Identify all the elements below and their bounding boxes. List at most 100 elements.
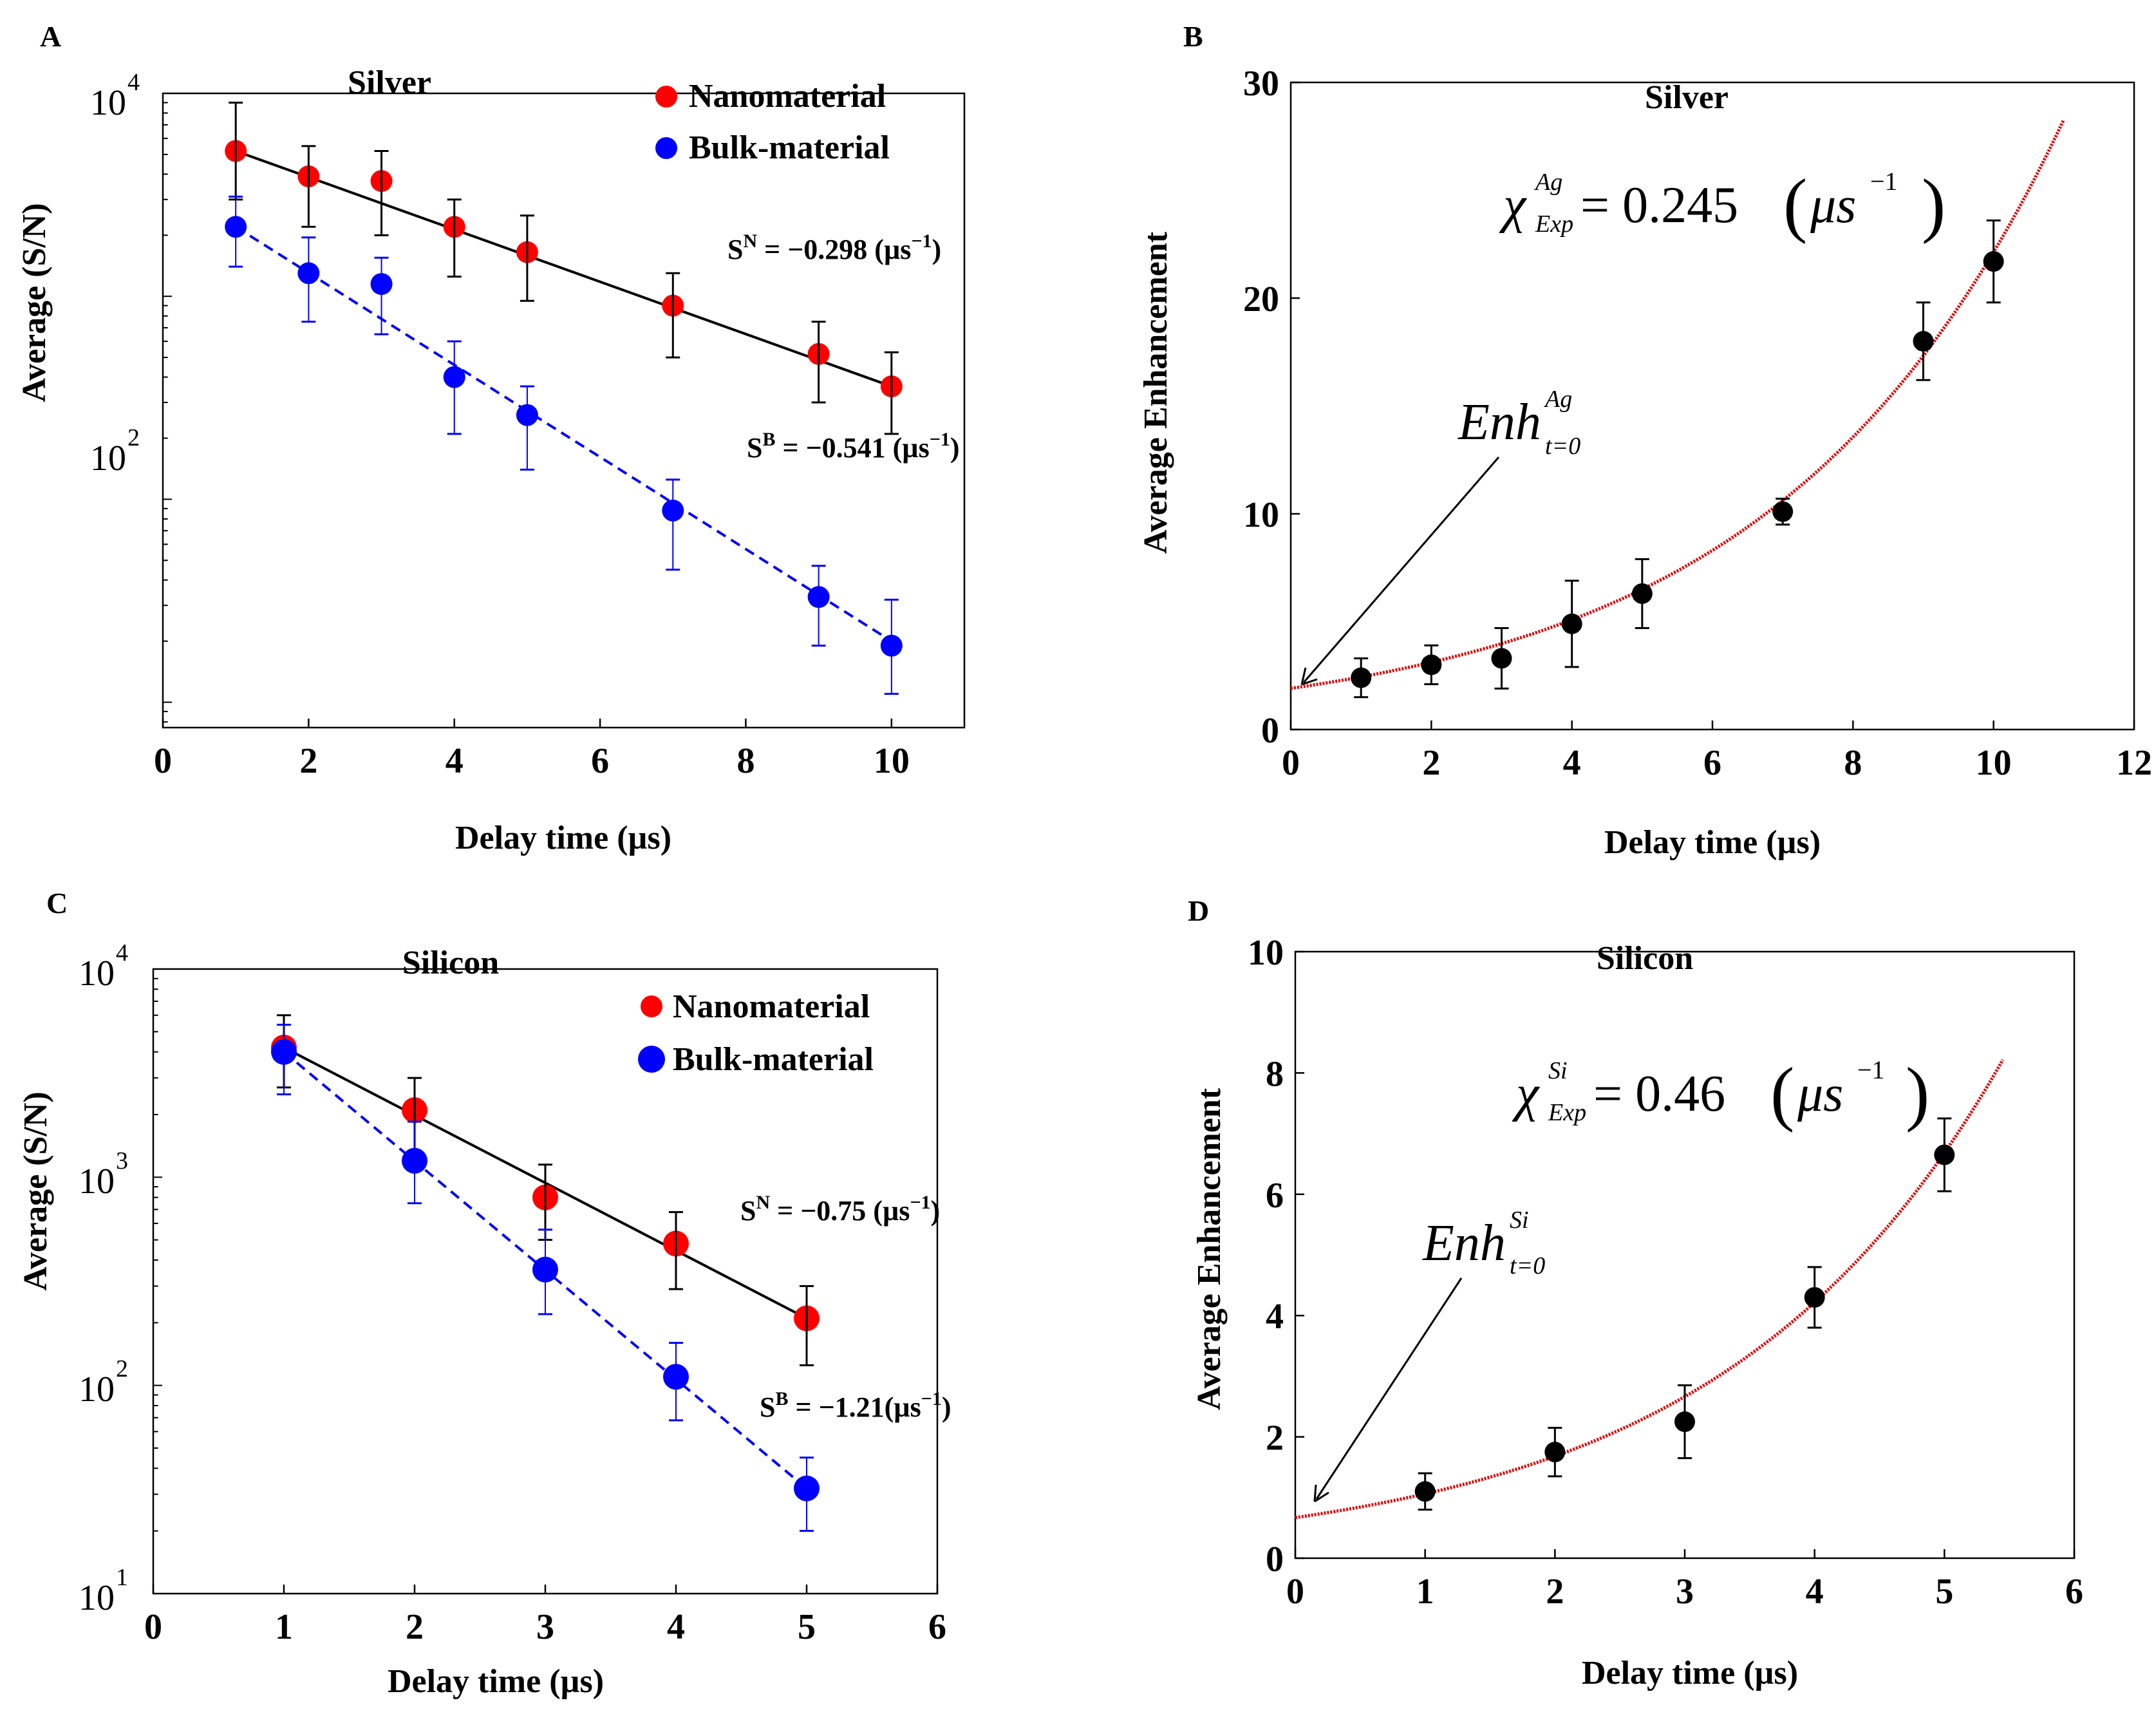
panel-b: B 0 2 4 6 8 10 12 0 10 20 30 Delay time (µs) Aver… xyxy=(1138,20,2152,861)
x-tick-label: 1 xyxy=(275,1607,293,1647)
data-point xyxy=(1351,667,1372,688)
x-tick-label: 4 xyxy=(1563,743,1581,783)
enh-text: Enh xyxy=(1422,1215,1506,1272)
panel-c-marks xyxy=(271,1014,820,1532)
panel-c-y-ticks: 10 4 10 3 10 2 10 1 xyxy=(79,939,162,1618)
x-tick-label: 2 xyxy=(299,741,317,781)
data-point xyxy=(1544,1442,1566,1463)
x-tick-label: 2 xyxy=(1546,1572,1564,1612)
panel-d-plot-area xyxy=(1294,950,2076,1559)
panel-d-x-label: Delay time (µs) xyxy=(1582,1655,1798,1691)
ytick-base: 10 xyxy=(79,1162,115,1201)
panel-b-x-ticks: 0 2 4 6 8 10 12 xyxy=(1282,720,2152,783)
arrow-head xyxy=(1313,1484,1329,1503)
x-tick-label: 10 xyxy=(874,741,910,781)
panel-c-letter: C xyxy=(46,887,68,919)
formula-chi-sub: Exp xyxy=(1548,1099,1586,1126)
panel-c-ytick-10e4: 10 4 xyxy=(79,939,128,994)
x-tick-label: 4 xyxy=(445,741,464,781)
data-point xyxy=(1934,1144,1955,1165)
panel-d-title: Silicon xyxy=(1597,940,1693,977)
panel-c-y-label: Average (S/N) xyxy=(17,1091,54,1291)
x-tick-label: 0 xyxy=(144,1607,162,1647)
panel-d-y-ticks: 0 2 4 6 8 10 xyxy=(1248,933,1304,1579)
fit-curve xyxy=(1295,1059,2005,1520)
x-tick-label: 6 xyxy=(2065,1572,2083,1612)
panel-a-x-label: Delay time (µs) xyxy=(455,820,671,856)
panel-c-slope-bulk: SB = −1.21(µs−1) xyxy=(760,1388,951,1423)
ytick-base: 10 xyxy=(90,438,126,478)
panel-d-formula: χ Si Exp = 0.46 ( μs −1 ) xyxy=(1512,1053,1929,1133)
y-tick-label: 30 xyxy=(1243,64,1279,104)
x-tick-label: 8 xyxy=(736,741,755,781)
panel-b-y-ticks: 0 10 20 30 xyxy=(1243,64,1300,751)
panel-a-y-label: Average (S/N) xyxy=(16,203,53,402)
enh-sub: t=0 xyxy=(1510,1252,1545,1279)
ytick-exp: 3 xyxy=(116,1147,128,1174)
ytick-exp: 4 xyxy=(127,69,140,96)
panel-c-legend: Nanomaterial Bulk-material xyxy=(638,988,874,1078)
enh-sup: Ag xyxy=(1543,386,1572,413)
x-tick-label: 5 xyxy=(798,1607,816,1647)
panel-c-ytick-10e1: 10 1 xyxy=(79,1564,128,1618)
panel-a-plot-area xyxy=(162,92,966,729)
panel-b-enh-label: Enh Ag t=0 xyxy=(1458,386,1580,460)
arrow-shaft xyxy=(1315,1277,1463,1500)
y-tick-label: 10 xyxy=(1243,495,1279,535)
formula-unit: μs xyxy=(1797,1066,1843,1122)
y-tick-label: 6 xyxy=(1266,1176,1284,1216)
x-tick-label: 2 xyxy=(406,1607,424,1647)
formula-chi: χ xyxy=(1512,1066,1540,1122)
ytick-exp: 1 xyxy=(116,1564,128,1591)
formula-eq: = 0.46 xyxy=(1593,1066,1725,1122)
formula-open-paren: ( xyxy=(1783,165,1807,245)
data-point xyxy=(1421,654,1442,675)
panel-c-x-label: Delay time (µs) xyxy=(388,1663,604,1700)
data-point xyxy=(1491,648,1512,669)
x-tick-label: 8 xyxy=(1844,743,1862,783)
panel-b-marks xyxy=(1290,118,2066,699)
panel-d-enh-label: Enh Si t=0 xyxy=(1422,1207,1545,1279)
legend-marker-bulk xyxy=(638,1046,665,1073)
data-point xyxy=(1674,1411,1695,1433)
legend-marker-nano xyxy=(641,995,662,1017)
panel-d-arrow xyxy=(1313,1277,1463,1503)
formula-eq: = 0.245 xyxy=(1580,177,1738,234)
panel-c-x-ticks: 0 1 2 3 4 5 6 xyxy=(144,1585,946,1647)
y-tick-label: 8 xyxy=(1266,1054,1284,1094)
x-tick-label: 4 xyxy=(667,1607,685,1647)
enh-text: Enh xyxy=(1458,394,1541,451)
panel-d-marks xyxy=(1295,1059,2005,1520)
enh-sup: Si xyxy=(1510,1207,1529,1234)
panel-a-x-ticks: 0 2 4 6 8 10 xyxy=(154,719,910,781)
formula-unit-exp: −1 xyxy=(1870,167,1898,196)
x-tick-label: 5 xyxy=(1935,1572,1953,1612)
formula-chi-sub: Exp xyxy=(1535,211,1573,238)
formula-chi-sup: Si xyxy=(1548,1057,1568,1084)
panel-b-letter: B xyxy=(1183,20,1203,53)
panel-a-slope-nano: SN = −0.298 (µs−1) xyxy=(727,231,941,265)
legend-marker-bulk xyxy=(655,137,677,159)
panel-a-ytick-10e2: 10 2 xyxy=(90,424,140,478)
x-tick-label: 6 xyxy=(928,1607,946,1647)
formula-chi-sup: Ag xyxy=(1533,169,1562,196)
data-point xyxy=(1913,331,1934,352)
panel-c-title: Silicon xyxy=(402,945,499,981)
fit-curve xyxy=(1290,118,2066,690)
legend-label-nano: Nanomaterial xyxy=(689,78,886,115)
formula-close-paren: ) xyxy=(1922,165,1945,245)
x-tick-label: 0 xyxy=(154,741,172,781)
ytick-base: 10 xyxy=(79,954,115,994)
panel-b-arrow xyxy=(1300,457,1500,686)
legend-label-bulk: Bulk-material xyxy=(689,129,890,166)
panel-c-ytick-10e3: 10 3 xyxy=(79,1147,128,1201)
panel-d-letter: D xyxy=(1188,894,1209,927)
x-tick-label: 0 xyxy=(1282,743,1300,783)
panel-d-x-ticks: 0 1 2 3 4 5 6 xyxy=(1286,1549,2083,1612)
panel-c-slope-nano: SN = −0.75 (µs−1) xyxy=(740,1192,940,1227)
y-tick-label: 0 xyxy=(1266,1540,1284,1579)
x-tick-label: 6 xyxy=(591,741,609,781)
x-tick-label: 0 xyxy=(1286,1572,1304,1612)
